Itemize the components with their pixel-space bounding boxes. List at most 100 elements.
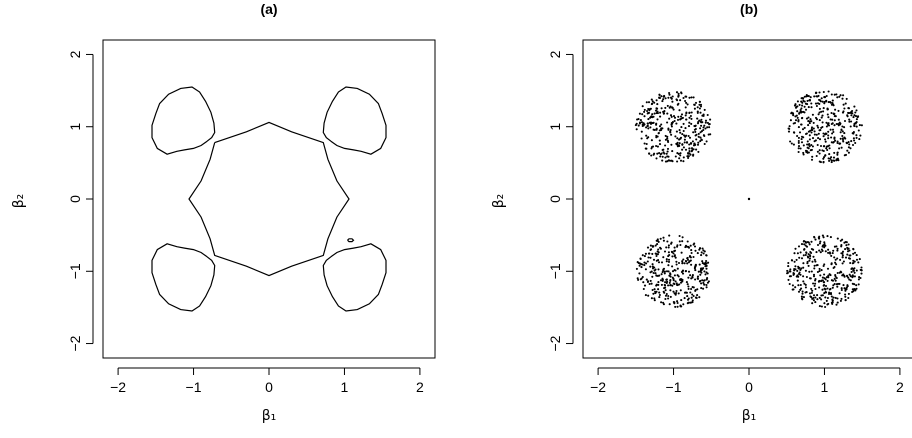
scatter-point (829, 291, 833, 295)
scatter-point (691, 293, 694, 296)
scatter-point (833, 277, 836, 280)
scatter-point (675, 260, 678, 263)
scatter-point (853, 105, 856, 108)
scatter-point (794, 265, 797, 268)
scatter-point (694, 278, 697, 281)
scatter-point (669, 114, 673, 117)
scatter-point (808, 257, 812, 260)
scatter-point (838, 292, 841, 295)
scatter-point (662, 290, 665, 293)
scatter-point (640, 263, 643, 266)
scatter-point (669, 289, 672, 292)
scatter-point (813, 258, 816, 261)
scatter-point (669, 295, 672, 298)
scatter-point (703, 283, 706, 286)
scatter-point (671, 106, 674, 109)
scatter-point (656, 243, 659, 246)
scatter-point (855, 121, 858, 124)
scatter-point (659, 237, 662, 240)
scatter-point (650, 145, 654, 149)
scatter-point (801, 292, 804, 295)
scatter-point (836, 257, 839, 260)
scatter-point (804, 283, 807, 286)
scatter-point (655, 284, 658, 287)
scatter-point (803, 100, 806, 103)
scatter-point (794, 119, 798, 122)
scatter-point (834, 279, 837, 282)
scatter-point (682, 160, 685, 163)
scatter-point (667, 155, 670, 158)
small-loop (347, 238, 355, 243)
scatter-point (671, 276, 674, 279)
scatter-point (637, 124, 640, 127)
scatter-point (855, 258, 859, 261)
scatter-point (813, 140, 816, 143)
scatter-point (657, 268, 660, 271)
scatter-point (635, 267, 638, 270)
scatter-point (802, 151, 805, 154)
scatter-point (664, 134, 667, 137)
scatter-point (838, 147, 841, 150)
scatter-point (684, 99, 687, 103)
scatter-point (805, 245, 809, 248)
scatter-point (800, 100, 803, 103)
scatter-point (658, 139, 661, 142)
outer-contour-upper-left (151, 86, 216, 155)
scatter-point (857, 129, 860, 132)
scatter-point (808, 270, 811, 273)
scatter-point (828, 147, 831, 150)
scatter-point (680, 251, 683, 254)
scatter-point (818, 160, 821, 163)
scatter-point (797, 284, 800, 287)
scatter-point (678, 142, 681, 145)
scatter-point (851, 143, 855, 147)
scatter-point (855, 125, 858, 128)
scatter-point (696, 252, 699, 255)
scatter-point (823, 100, 826, 103)
panel-b-x-ticks: −2 −1 0 1 2 (590, 367, 904, 395)
scatter-point (830, 122, 833, 126)
scatter-point (841, 138, 845, 141)
scatter-point (801, 128, 805, 131)
scatter-point (659, 155, 662, 158)
scatter-point (827, 292, 831, 296)
scatter-point (840, 245, 843, 248)
scatter-point (702, 134, 705, 137)
scatter-point (666, 121, 669, 124)
scatter-point (687, 261, 690, 264)
scatter-point (852, 248, 855, 251)
scatter-point (844, 289, 847, 292)
scatter-point (662, 98, 665, 101)
scatter-point (841, 262, 844, 265)
scatter-point (828, 273, 831, 276)
x-tick-label: 0 (745, 379, 753, 395)
scatter-point (810, 131, 813, 134)
scatter-point (811, 137, 815, 140)
scatter-point (663, 94, 666, 97)
scatter-point (652, 245, 655, 248)
scatter-point (822, 132, 825, 135)
scatter-point (818, 267, 821, 270)
scatter-point (693, 107, 696, 110)
scatter-point (649, 256, 652, 259)
scatter-point (827, 116, 830, 119)
scatter-point (640, 266, 643, 269)
scatter-point (849, 147, 852, 150)
scatter-point (859, 134, 862, 137)
scatter-point (820, 280, 823, 283)
scatter-point (700, 282, 703, 285)
scatter-point (834, 108, 837, 111)
scatter-point (637, 118, 640, 121)
outer-contour-lower-left (151, 243, 216, 312)
scatter-point (687, 287, 690, 290)
scatter-point (812, 255, 815, 258)
scatter-point (682, 146, 685, 149)
scatter-point (825, 299, 828, 302)
scatter-point (845, 241, 848, 244)
scatter-point (664, 144, 667, 147)
scatter-point (649, 265, 652, 268)
scatter-point (841, 254, 844, 257)
scatter-point (666, 280, 669, 283)
scatter-point (681, 236, 684, 239)
scatter-point (807, 147, 810, 150)
